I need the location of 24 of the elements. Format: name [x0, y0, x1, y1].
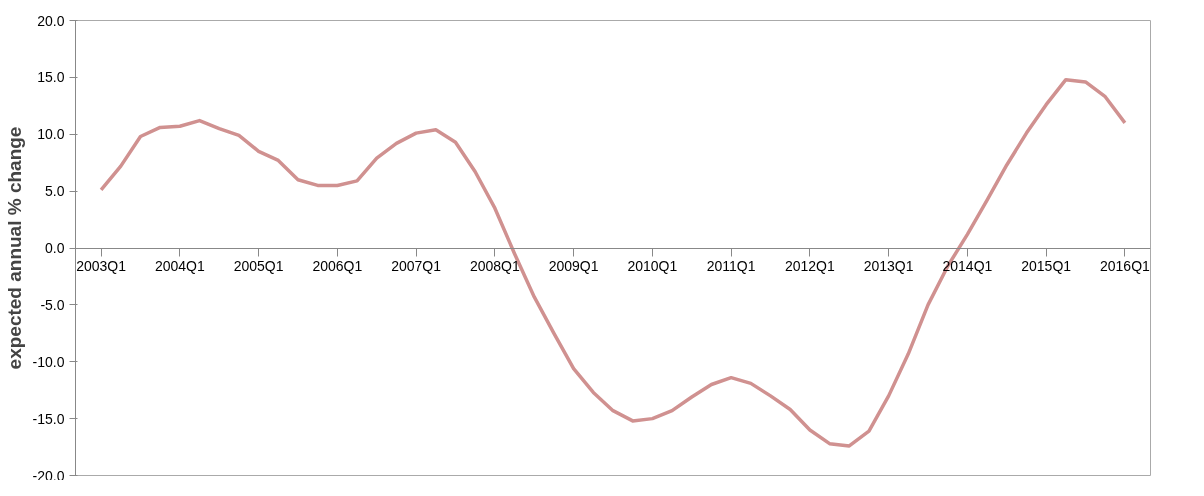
- x-tick-label: 2015Q1: [1021, 258, 1072, 274]
- x-tick-label: 2013Q1: [863, 258, 914, 274]
- y-tick-label: -20.0: [32, 467, 65, 484]
- y-tick-label: -5.0: [40, 296, 65, 313]
- y-tick-label: 0.0: [45, 240, 65, 256]
- x-tick-label: 2014Q1: [942, 258, 993, 274]
- x-tick-label: 2016Q1: [1099, 258, 1151, 274]
- x-tick-label: 2012Q1: [784, 258, 836, 274]
- x-tick-label: 2011Q1: [706, 258, 756, 274]
- y-tick-label: 5.0: [45, 183, 65, 200]
- x-tick-label: 2003Q1: [76, 258, 127, 274]
- x-tick-label: 2005Q1: [233, 258, 284, 274]
- x-tick-label: 2009Q1: [548, 258, 599, 274]
- x-tick-label: 2006Q1: [312, 258, 363, 274]
- x-tick-label: 2008Q1: [469, 258, 520, 274]
- y-tick-label: 15.0: [37, 69, 65, 86]
- x-tick-label: 2010Q1: [627, 258, 678, 274]
- y-axis-title: expected annual % change: [3, 126, 25, 370]
- x-tick-label: 2007Q1: [391, 258, 442, 274]
- y-tick-label: 20.0: [37, 12, 65, 29]
- y-tick-label: 10.0: [37, 126, 65, 143]
- x-tick-label: 2004Q1: [154, 258, 205, 274]
- y-tick-label: -10.0: [32, 353, 65, 370]
- y-tick-label: -15.0: [32, 410, 65, 427]
